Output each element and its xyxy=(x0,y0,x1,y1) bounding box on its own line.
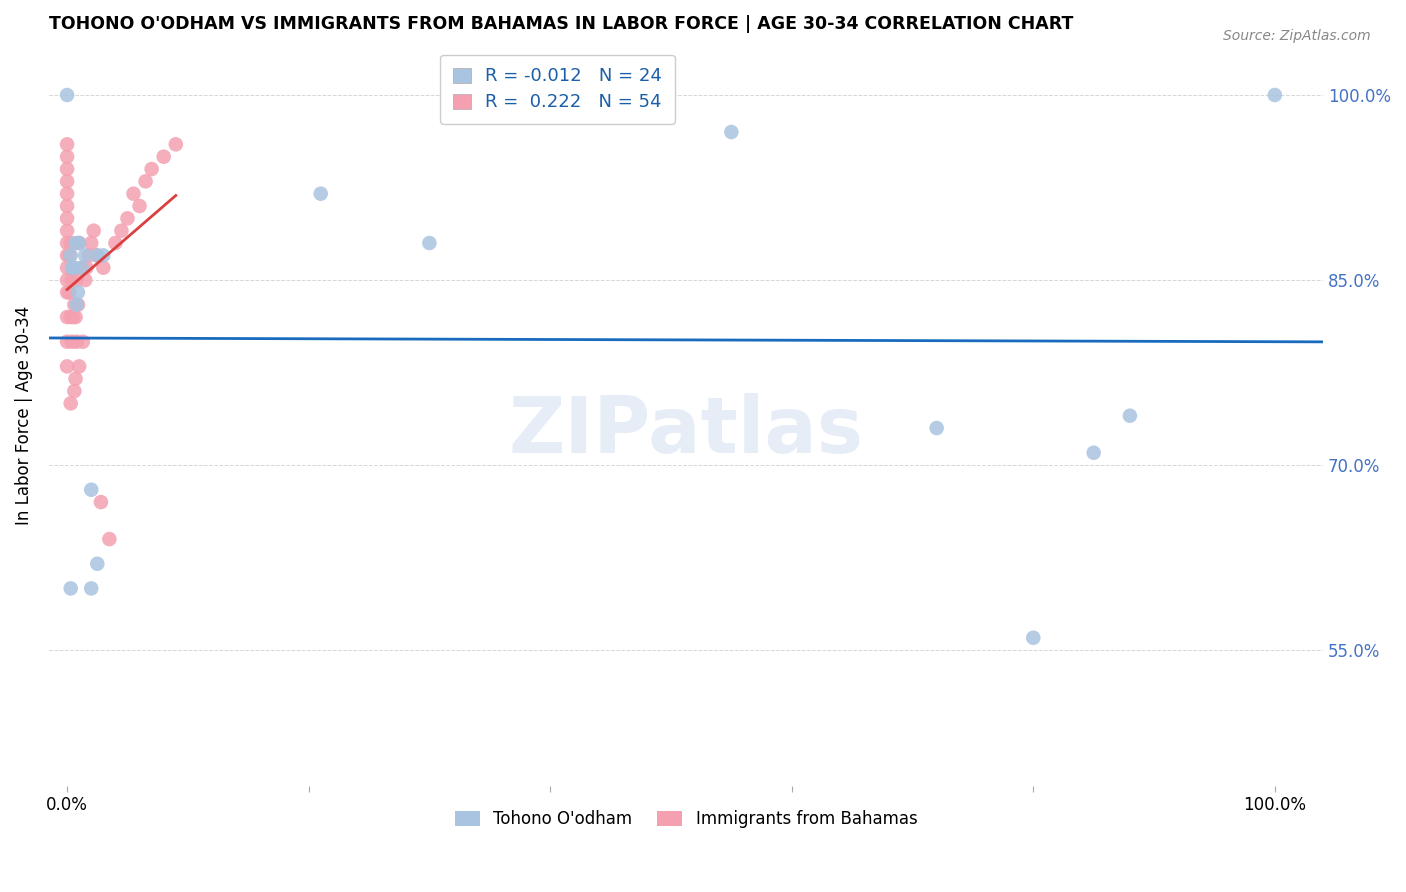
Point xyxy=(56,199,79,213)
Point xyxy=(66,285,89,300)
Legend: Tohono O'odham, Immigrants from Bahamas: Tohono O'odham, Immigrants from Bahamas xyxy=(447,802,925,837)
Point xyxy=(122,186,145,201)
Point xyxy=(58,248,80,262)
Point xyxy=(1119,409,1142,423)
Point xyxy=(56,211,79,226)
Point xyxy=(66,334,89,349)
Point xyxy=(63,384,86,398)
Point xyxy=(141,161,163,176)
Point xyxy=(56,161,79,176)
Point xyxy=(91,260,114,275)
Point xyxy=(62,260,84,275)
Point xyxy=(59,248,82,262)
Point xyxy=(720,125,742,139)
Point xyxy=(56,186,79,201)
Point xyxy=(70,260,93,275)
Point xyxy=(128,199,150,213)
Point xyxy=(59,582,82,596)
Point xyxy=(65,310,87,324)
Point xyxy=(56,174,79,188)
Point xyxy=(91,248,114,262)
Point xyxy=(110,224,132,238)
Point xyxy=(98,532,121,546)
Point xyxy=(70,260,93,275)
Text: ZIPatlas: ZIPatlas xyxy=(509,392,863,468)
Point xyxy=(135,174,157,188)
Point xyxy=(75,260,97,275)
Point xyxy=(56,260,79,275)
Point xyxy=(80,483,103,497)
Point xyxy=(60,273,83,287)
Text: Source: ZipAtlas.com: Source: ZipAtlas.com xyxy=(1223,29,1371,43)
Point xyxy=(56,88,79,103)
Point xyxy=(72,334,94,349)
Point xyxy=(77,248,100,262)
Point xyxy=(56,150,79,164)
Point xyxy=(925,421,948,435)
Point xyxy=(86,248,108,262)
Point xyxy=(83,224,105,238)
Point xyxy=(56,137,79,152)
Point xyxy=(62,310,84,324)
Point xyxy=(75,273,97,287)
Point xyxy=(165,137,187,152)
Point xyxy=(66,298,89,312)
Point xyxy=(1264,88,1286,103)
Point xyxy=(60,260,83,275)
Point xyxy=(152,150,174,164)
Point xyxy=(58,285,80,300)
Point xyxy=(67,235,90,250)
Point xyxy=(56,273,79,287)
Point xyxy=(90,495,112,509)
Point xyxy=(60,334,83,349)
Point xyxy=(75,248,97,262)
Point xyxy=(56,359,79,374)
Point xyxy=(80,235,103,250)
Point xyxy=(117,211,139,226)
Text: TOHONO O'ODHAM VS IMMIGRANTS FROM BAHAMAS IN LABOR FORCE | AGE 30-34 CORRELATION: TOHONO O'ODHAM VS IMMIGRANTS FROM BAHAMA… xyxy=(49,15,1073,33)
Point xyxy=(67,235,90,250)
Point xyxy=(56,285,79,300)
Point xyxy=(63,298,86,312)
Point xyxy=(65,372,87,386)
Point xyxy=(65,235,87,250)
Point xyxy=(67,359,90,374)
Point xyxy=(59,235,82,250)
Point xyxy=(56,248,79,262)
Point xyxy=(59,396,82,410)
Point xyxy=(86,248,108,262)
Point xyxy=(56,235,79,250)
Y-axis label: In Labor Force | Age 30-34: In Labor Force | Age 30-34 xyxy=(15,306,32,525)
Point xyxy=(56,334,79,349)
Point xyxy=(418,235,440,250)
Point xyxy=(66,298,89,312)
Point xyxy=(63,260,86,275)
Point xyxy=(104,235,127,250)
Point xyxy=(1022,631,1045,645)
Point xyxy=(309,186,332,201)
Point xyxy=(1083,446,1105,460)
Point xyxy=(59,310,82,324)
Point xyxy=(56,224,79,238)
Point xyxy=(66,273,89,287)
Point xyxy=(56,310,79,324)
Point xyxy=(80,582,103,596)
Point xyxy=(86,557,108,571)
